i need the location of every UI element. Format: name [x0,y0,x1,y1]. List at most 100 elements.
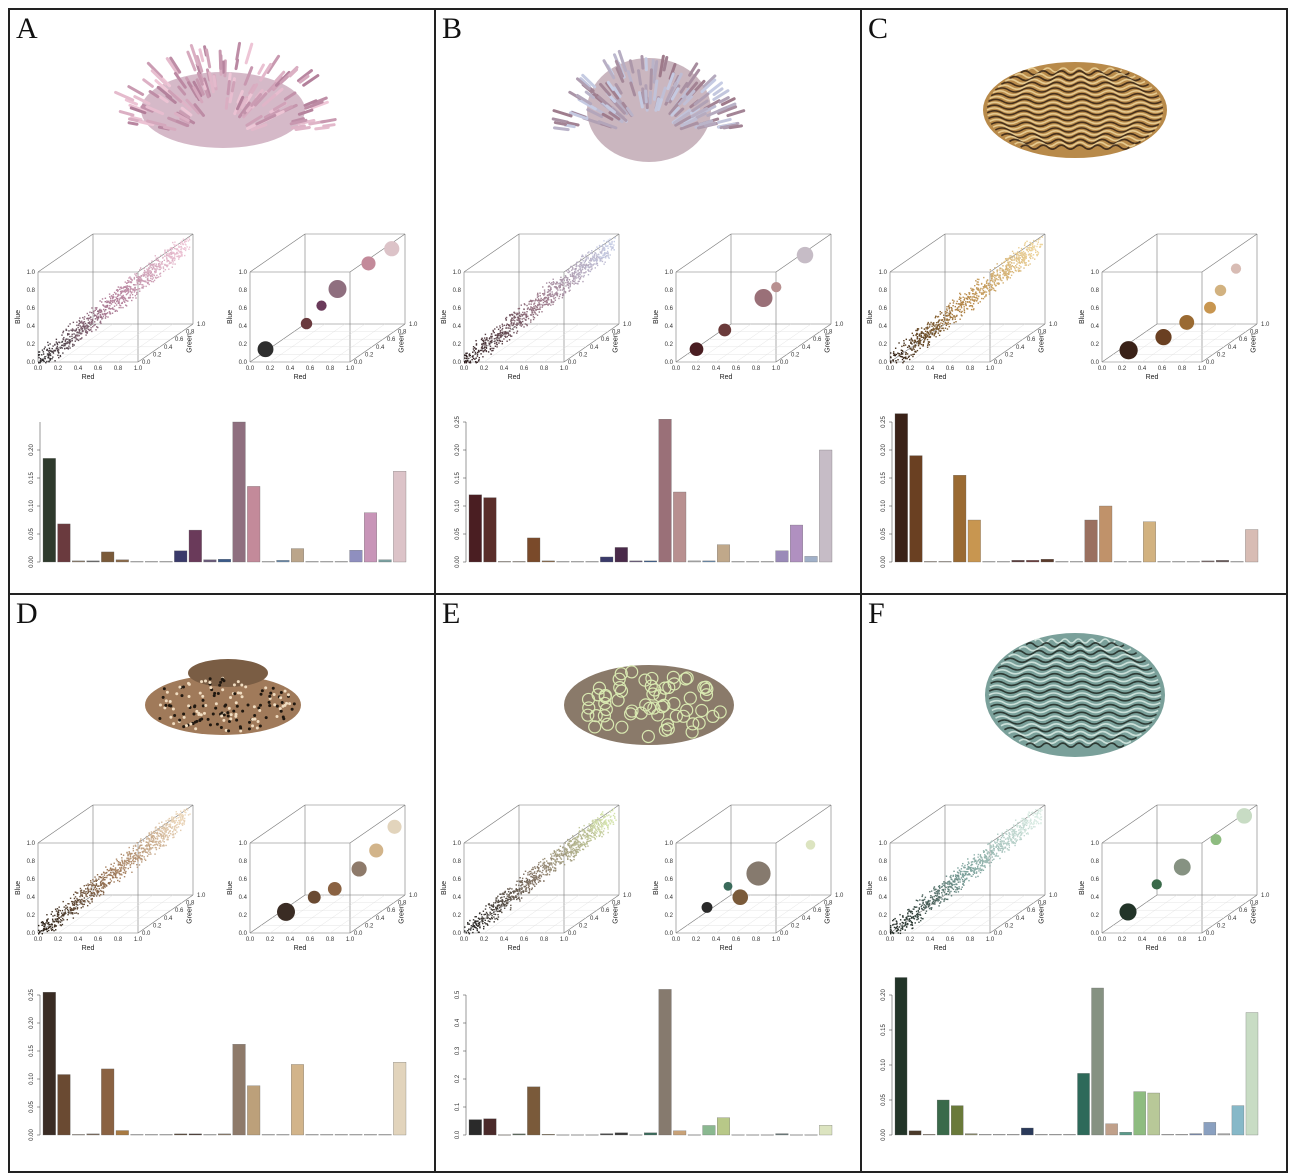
scatter-point [47,357,49,359]
scatter-point [568,845,571,847]
scatter-point [162,844,165,846]
scatter-point [584,267,586,269]
scatter-point [155,269,157,272]
scatter-point [488,917,491,920]
scatter-point [910,339,912,341]
scatter-point [926,328,928,330]
scatter-point [900,349,903,351]
cube-edge [349,323,406,363]
bar [305,1134,319,1136]
coral-branch [626,70,634,84]
scatter-point [916,328,919,330]
blue-tick-label: 0.4 [453,324,462,330]
scatter-point [141,287,143,289]
scatter-point [927,332,929,335]
scatter-point [477,360,480,362]
bar [1055,561,1069,563]
scatter-point [160,262,163,264]
scatter-point [171,256,173,259]
scatter-point [538,308,541,310]
green-tick-label: 0.6 [1239,337,1248,343]
scatter-point [121,874,123,876]
scatter-point [97,885,99,887]
scatter-point [80,320,83,322]
scatter-point [145,848,147,850]
scatter-point [609,242,611,244]
scatter-point [1024,243,1026,245]
green-tick-label: 1.0 [623,322,632,328]
scatter-point [174,827,176,829]
scatter-point [920,331,923,333]
coral-polyp [634,706,648,720]
red-tick-label: 0.6 [520,366,529,372]
scatter-point [533,303,535,305]
scatter-point [935,330,937,333]
coral-branch [178,110,191,119]
scatter-point [993,279,995,281]
scatter-point [903,360,905,362]
scatter-point [945,324,948,327]
scatter-point [64,347,66,350]
scatter-point [961,301,964,303]
scatter-point [611,243,613,245]
scatter-point [75,329,77,331]
blue-tick-label: 0.2 [665,342,674,348]
scatter-point [66,908,69,910]
coral-texture [229,717,233,721]
scatter-point [982,290,985,292]
scatter-point [127,862,129,865]
scatter-point [895,362,898,364]
scatter-point [561,854,563,856]
blue-tick-label: 0.0 [453,931,462,937]
scatter-point [99,321,101,324]
scatter-point [116,871,118,873]
scatter-point [524,311,526,314]
scatter-point [523,317,525,320]
scatter-point [181,813,184,816]
bar [101,1068,115,1136]
scatter-point [79,887,82,890]
scatter-point [159,842,161,845]
scatter-point [895,360,897,362]
scatter-point [176,821,179,824]
scatter-point [973,300,975,303]
scatter-point [106,874,108,877]
scatter-point [505,333,508,335]
scatter-point [549,867,552,869]
scatter-point [189,813,191,815]
x-axis-label: Red [1146,374,1159,381]
panel-figure: 0.0 0.2 0.4 0.6 0.8 1.00.00.20.40.60.81.00.00… [441,665,844,1139]
scatter-point [100,316,103,319]
scatter-point [596,256,598,258]
scatter-point [75,338,77,340]
scatter-point [561,283,563,286]
floor-gridline [503,894,560,934]
coral-texture [164,699,168,703]
scatter-point [66,342,68,345]
scatter-point [593,823,596,825]
coral-texture [227,729,231,733]
scatter-point [480,353,482,355]
green-tick-label: 0.2 [365,923,374,929]
scatter-point [465,352,467,355]
scatter-point [145,274,148,276]
scatter-point [610,249,613,251]
scatter-point [983,287,985,289]
scatter-point [121,301,124,304]
scatter-point [951,309,953,311]
scatter-point [169,825,171,828]
scatter-point [481,343,483,345]
coral-polyp [615,720,629,734]
scatter-point [1007,263,1010,266]
scatter-point [1009,277,1012,279]
scatter-point [73,344,75,346]
coral-texture [201,704,205,708]
scatter-point [549,285,551,288]
scatter-point [103,885,105,887]
scatter-point [486,337,488,339]
bar [305,561,319,563]
scatter-point [151,273,153,276]
scatter-point [63,912,65,914]
scatter-point [968,305,971,307]
scatter-point [932,333,934,335]
